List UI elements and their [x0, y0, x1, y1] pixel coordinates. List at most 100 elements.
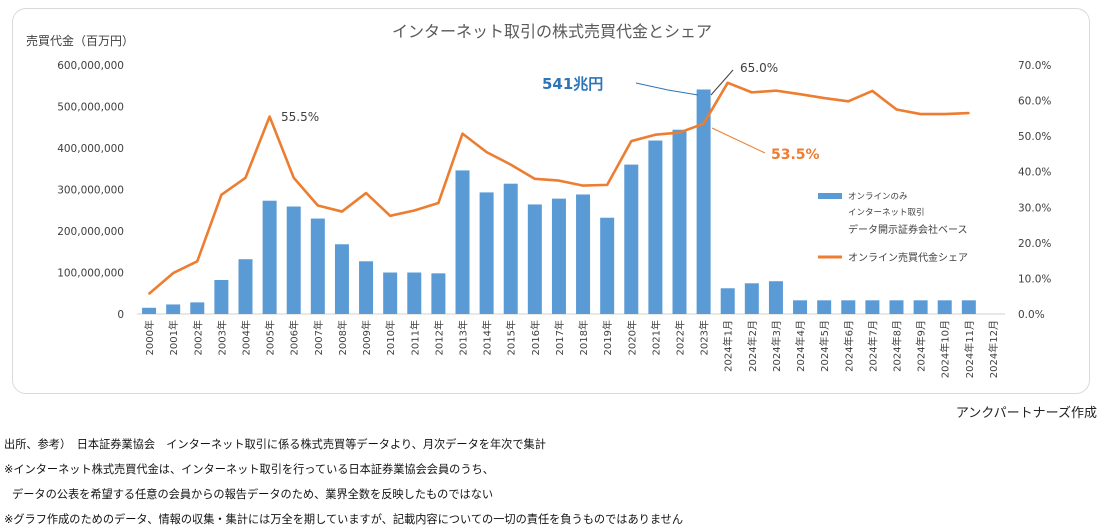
left-tick-label: 100,000,000 [57, 268, 124, 280]
note-2: ※グラフ作成のためのデータ、情報の収集・集計には万全を期していますが、記載内容に… [4, 513, 684, 526]
right-tick-label: 0.0% [1018, 309, 1045, 321]
bar [431, 273, 446, 314]
line-point [919, 113, 922, 116]
bar [166, 304, 181, 314]
x-tick-label: 2009年 [360, 320, 373, 355]
legend-bar-label-3: データ開示証券会社ベース [848, 223, 968, 236]
bar [720, 288, 735, 314]
line-point [967, 112, 970, 115]
legend: オンラインのみ インターネット取引 データ開示証券会社ベース オンライン売買代金… [818, 192, 968, 264]
x-tick-label: 2002年 [191, 320, 204, 355]
bar [262, 200, 277, 314]
line-point [316, 204, 319, 207]
bar [190, 302, 205, 314]
right-tick-label: 20.0% [1018, 238, 1051, 250]
note-source: 出所、参考） 日本証券業協会 インターネット取引に係る株式売買等データより、月次… [4, 438, 546, 451]
x-tick-label: 2006年 [288, 320, 301, 355]
line-point [630, 140, 633, 143]
right-tick-label: 40.0% [1018, 167, 1051, 179]
bar [672, 129, 687, 314]
x-tick-label: 2024年6月 [842, 320, 855, 372]
left-tick-label: 0 [117, 309, 124, 321]
x-tick-label: 2017年 [553, 320, 566, 355]
bar [600, 217, 615, 314]
x-tick-label: 2024年3月 [770, 320, 783, 372]
bar [383, 272, 398, 314]
line-point [702, 122, 705, 125]
bar [527, 204, 542, 314]
x-tick-label: 2015年 [505, 320, 518, 355]
line-point [774, 89, 777, 92]
line-point [485, 151, 488, 154]
line-point [726, 81, 729, 84]
right-axis-ticks: 70.0% 60.0% 50.0% 40.0% 30.0% 20.0% 10.0% 0.0% [1018, 60, 1051, 321]
annotation-541-leader [635, 82, 699, 96]
line-point [533, 177, 536, 180]
annotation-2024-01-share: 65.0% [740, 61, 778, 75]
bar [238, 259, 253, 314]
bar [696, 89, 711, 314]
x-tick-label: 2005年 [264, 320, 277, 355]
left-tick-label: 200,000,000 [57, 226, 124, 238]
left-tick-label: 600,000,000 [57, 60, 124, 72]
x-tick-label: 2020年 [625, 320, 638, 355]
left-axis-ticks: 600,000,000 500,000,000 400,000,000 300,000… [57, 60, 124, 321]
line-point [196, 260, 199, 263]
line-point [943, 113, 946, 116]
x-tick-label: 2024年1月 [722, 320, 735, 372]
left-tick-label: 500,000,000 [57, 102, 124, 114]
line-point [292, 176, 295, 179]
annotation-541-trillion: 541兆円 [542, 75, 603, 93]
line-point [582, 184, 585, 187]
bar [937, 300, 952, 314]
left-tick-label: 400,000,000 [57, 143, 124, 155]
line-point [654, 133, 657, 136]
line-point [750, 91, 753, 94]
x-tick-label: 2024年8月 [891, 320, 904, 372]
bar [551, 198, 566, 314]
x-tick-label: 2022年 [674, 320, 687, 355]
x-tick-label: 2011年 [408, 320, 421, 355]
bar [576, 194, 591, 314]
bar [503, 183, 518, 314]
line-point [365, 192, 368, 195]
line-point [509, 163, 512, 166]
bar [334, 244, 349, 314]
line-point [895, 108, 898, 111]
bar [648, 140, 663, 314]
x-axis-labels: 2000年 2001年 2002年 2003年 2004年 2005年 2006年 2007年… [143, 320, 1000, 378]
line-point [823, 97, 826, 100]
x-tick-label: 2010年 [384, 320, 397, 355]
annotation-2023-leader [711, 127, 766, 154]
line-point [413, 209, 416, 212]
right-tick-label: 30.0% [1018, 202, 1051, 214]
annotation-2024-01-leader [710, 69, 734, 96]
line-point [871, 89, 874, 92]
line-point [437, 202, 440, 205]
line-series [148, 81, 970, 295]
legend-line-label: オンライン売買代金シェア [848, 251, 968, 264]
legend-bar-label-2: インターネット取引 [848, 208, 925, 218]
x-tick-label: 2008年 [336, 320, 349, 355]
bar [865, 300, 880, 314]
bar [744, 283, 759, 314]
bar [479, 192, 494, 314]
x-tick-label: 2018年 [577, 320, 590, 355]
bar [913, 300, 928, 314]
chart-card [12, 8, 1090, 394]
chart-title: インターネット取引の株式売買代金とシェア [392, 22, 712, 41]
x-tick-label: 2024年12月 [987, 320, 1000, 378]
x-tick-label: 2003年 [215, 320, 228, 355]
footnotes: 出所、参考） 日本証券業協会 インターネット取引に係る株式売買等データより、月次… [4, 432, 683, 532]
line-point [799, 93, 802, 96]
x-tick-label: 2001年 [167, 320, 180, 355]
bar [455, 170, 470, 314]
line-point [389, 214, 392, 217]
annotation-2023-share: 53.5% [771, 147, 820, 163]
note-1: ※インターネット株式売買代金は、インターネット取引を行っている日本証券業協会会員… [4, 463, 494, 476]
x-tick-label: 2004年 [240, 320, 253, 355]
x-tick-label: 2024年7月 [866, 320, 879, 372]
x-tick-label: 2024年11月 [963, 320, 976, 378]
bar [310, 218, 325, 314]
line-point [461, 132, 464, 135]
